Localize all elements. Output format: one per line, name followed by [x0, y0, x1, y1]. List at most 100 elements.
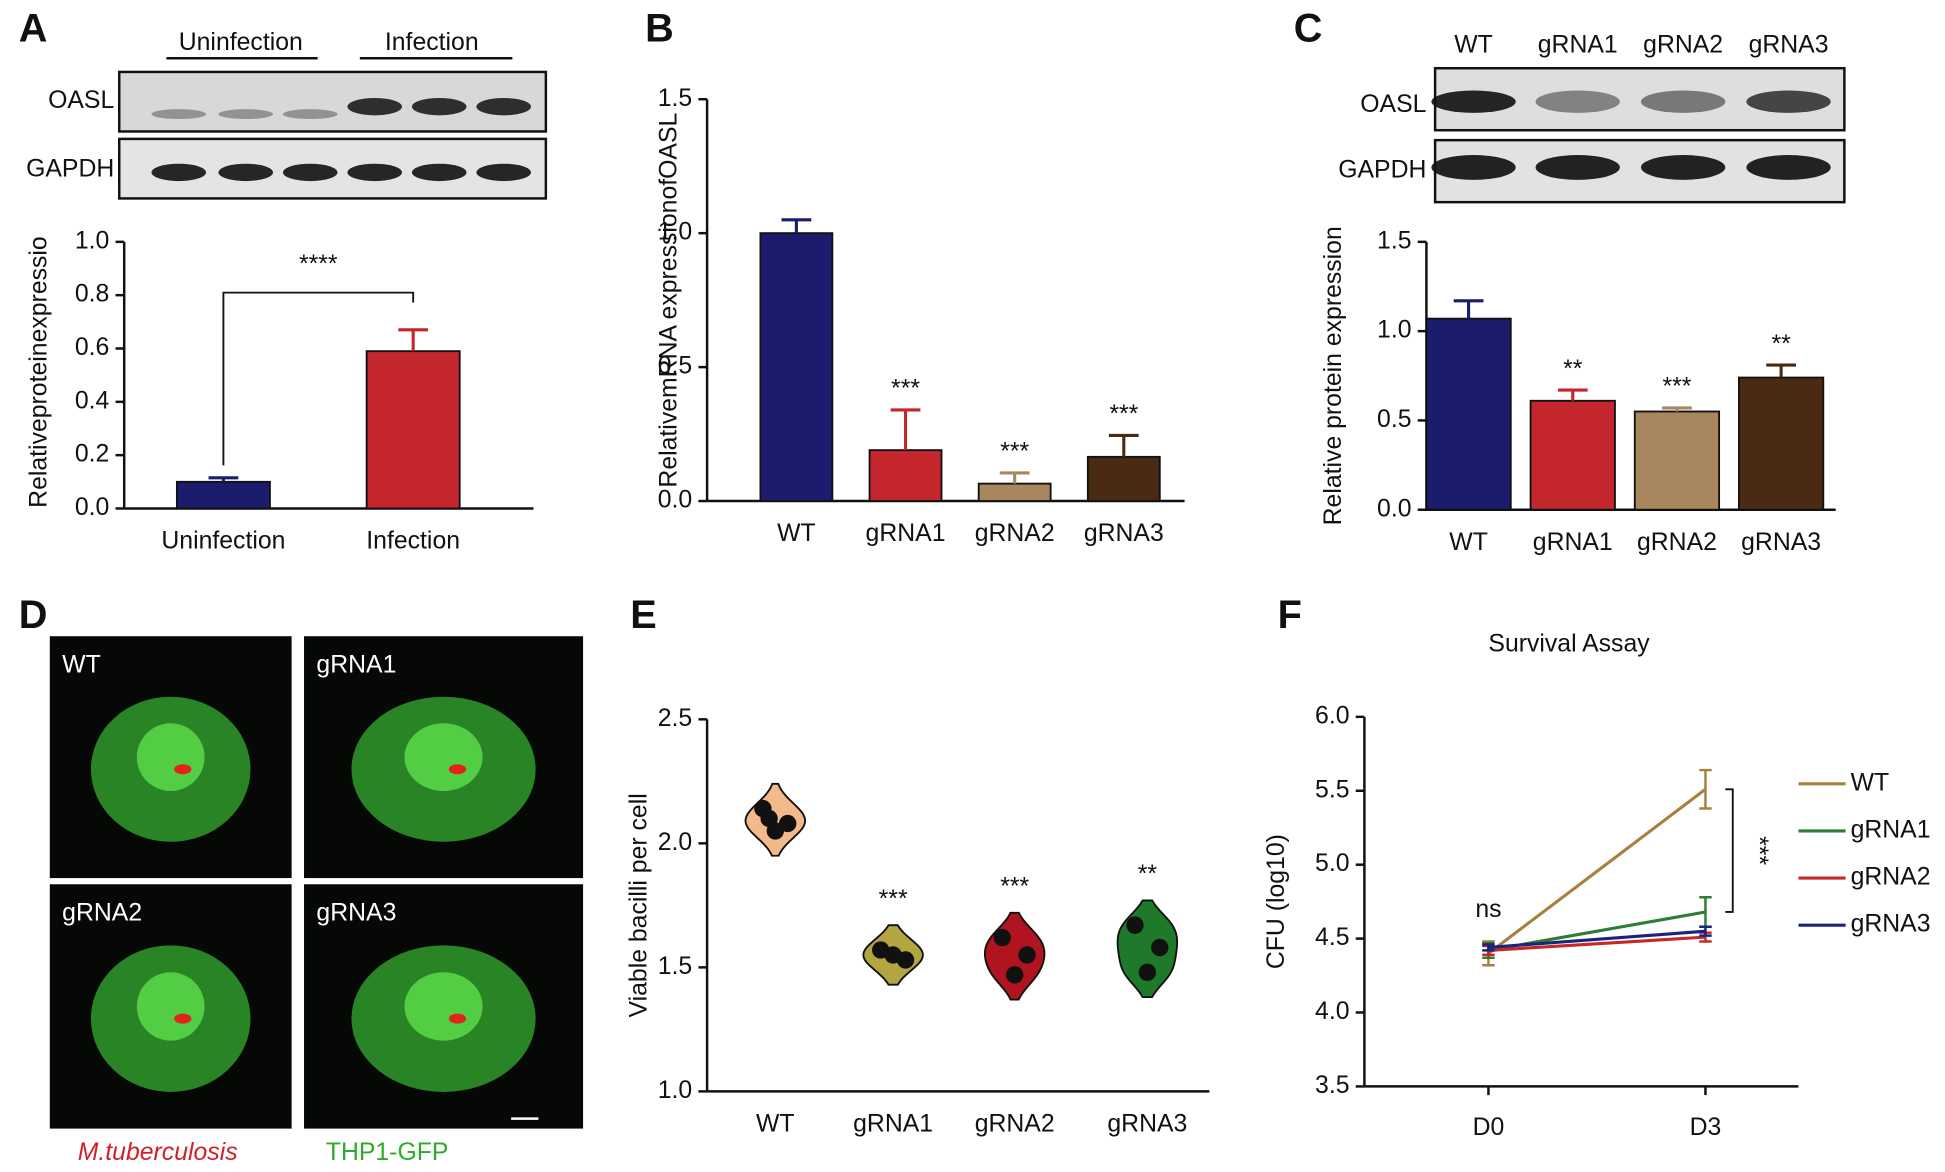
y-tick-label: 0.5 — [658, 353, 692, 380]
significance: *** — [1000, 874, 1029, 901]
micrograph-label: WT — [62, 652, 101, 679]
cell-gfp-core — [136, 972, 205, 1041]
significance: ns — [1475, 896, 1501, 923]
y-tick-label: 3.5 — [1315, 1072, 1349, 1099]
legend-label: gRNA3 — [1851, 911, 1931, 938]
blot-box — [117, 70, 548, 133]
error-bar — [1108, 433, 1139, 457]
y-tick-label: 4.0 — [1315, 998, 1349, 1025]
y-tick-label: 2.5 — [658, 705, 692, 732]
image-legend: M.tuberculosis — [78, 1139, 238, 1166]
comparison-bracket — [1725, 788, 1734, 913]
blot-group-label: Infection — [385, 29, 479, 56]
blot-row-label: GAPDH — [26, 155, 114, 182]
y-axis-label: RelativemRNA expressionofOASL — [655, 113, 682, 488]
error-bar — [999, 471, 1030, 484]
y-tick-label: 1.5 — [658, 953, 692, 980]
bar — [175, 480, 271, 510]
bar — [1086, 455, 1161, 502]
bar — [1425, 317, 1512, 511]
x-tick-label: D3 — [1690, 1114, 1722, 1141]
data-point — [993, 928, 1011, 947]
significance: *** — [1745, 836, 1772, 865]
x-tick-label: gRNA3 — [1107, 1110, 1187, 1137]
x-tick-label: WT — [777, 520, 816, 547]
y-tick-label: 5.0 — [1315, 850, 1349, 877]
significance: *** — [1000, 439, 1029, 466]
blot-band — [151, 163, 207, 182]
bar — [868, 449, 943, 502]
error-bar — [1557, 388, 1588, 401]
y-axis-label: CFU (log10) — [1263, 834, 1290, 969]
series-line — [1488, 929, 1706, 950]
blot-band — [1431, 90, 1516, 113]
x-tick-label: gRNA2 — [1637, 529, 1717, 556]
panel-letter: F — [1278, 593, 1302, 637]
significance: *** — [1662, 374, 1691, 401]
image-legend: THP1-GFP — [326, 1139, 449, 1166]
blot-band — [1431, 155, 1516, 180]
cell-gfp-core — [136, 723, 205, 792]
blot-row-label: OASL — [1360, 91, 1426, 118]
panel-letter: B — [645, 6, 674, 50]
comparison-bracket — [222, 291, 415, 466]
bar — [759, 232, 834, 502]
blot-band — [347, 163, 403, 182]
y-tick-label: 0.2 — [75, 441, 109, 468]
significance: ** — [1563, 356, 1583, 383]
blot-band — [1640, 90, 1726, 113]
y-tick-label: 1.0 — [75, 227, 109, 254]
bacteria — [174, 764, 192, 775]
y-tick-label: 1.5 — [658, 85, 692, 112]
data-point — [884, 946, 902, 964]
bar — [1738, 376, 1825, 511]
data-point — [1151, 938, 1169, 957]
blot-band — [151, 109, 207, 120]
x-tick-label: gRNA2 — [975, 1110, 1055, 1137]
x-tick-label: gRNA1 — [1533, 529, 1613, 556]
x-tick-label: gRNA2 — [975, 520, 1055, 547]
cell-gfp-core — [404, 972, 483, 1041]
error-bar — [1482, 943, 1495, 952]
bar — [365, 350, 461, 510]
x-tick-label: D0 — [1473, 1114, 1505, 1141]
bacteria — [448, 1013, 467, 1024]
blot-band — [282, 109, 338, 120]
error-bar — [1453, 299, 1484, 319]
error-bar — [1662, 406, 1692, 412]
data-point — [1138, 963, 1157, 982]
y-tick-label: 2.0 — [658, 829, 692, 856]
blot-band — [476, 163, 531, 182]
y-tick-label: 0.0 — [1377, 495, 1411, 522]
series-line — [1488, 935, 1706, 952]
legend-label: WT — [1851, 769, 1890, 796]
cell-gfp-core — [404, 723, 483, 792]
panel-letter: C — [1294, 6, 1323, 50]
blot-band — [476, 97, 531, 116]
blot-lane-label: WT — [1454, 31, 1493, 58]
blot-band — [218, 109, 274, 120]
y-tick-label: 0.4 — [75, 387, 110, 414]
micrograph-label: gRNA1 — [316, 652, 396, 679]
y-tick-label: 4.5 — [1315, 924, 1349, 951]
y-tick-label: 0.0 — [75, 494, 109, 521]
x-tick-label: gRNA3 — [1084, 520, 1164, 547]
chart-title: Survival Assay — [1488, 630, 1650, 657]
y-axis-label: Viable bacilli per cell — [626, 793, 653, 1017]
blot-band — [1746, 90, 1831, 113]
panel-letter: A — [19, 6, 48, 50]
micrograph-label: gRNA2 — [62, 900, 142, 927]
significance: *** — [891, 376, 920, 403]
bar — [1529, 399, 1616, 511]
y-tick-label: 0.5 — [1377, 406, 1411, 433]
blot-band — [1535, 90, 1620, 113]
y-tick-label: 6.0 — [1315, 702, 1349, 729]
significance: ** — [1138, 861, 1158, 888]
error-bar — [1699, 925, 1712, 937]
error-bar — [1766, 363, 1797, 378]
error-bar — [208, 476, 239, 482]
y-axis-label: Relativeproteinexpressio — [25, 236, 52, 508]
significance: *** — [1109, 401, 1138, 428]
